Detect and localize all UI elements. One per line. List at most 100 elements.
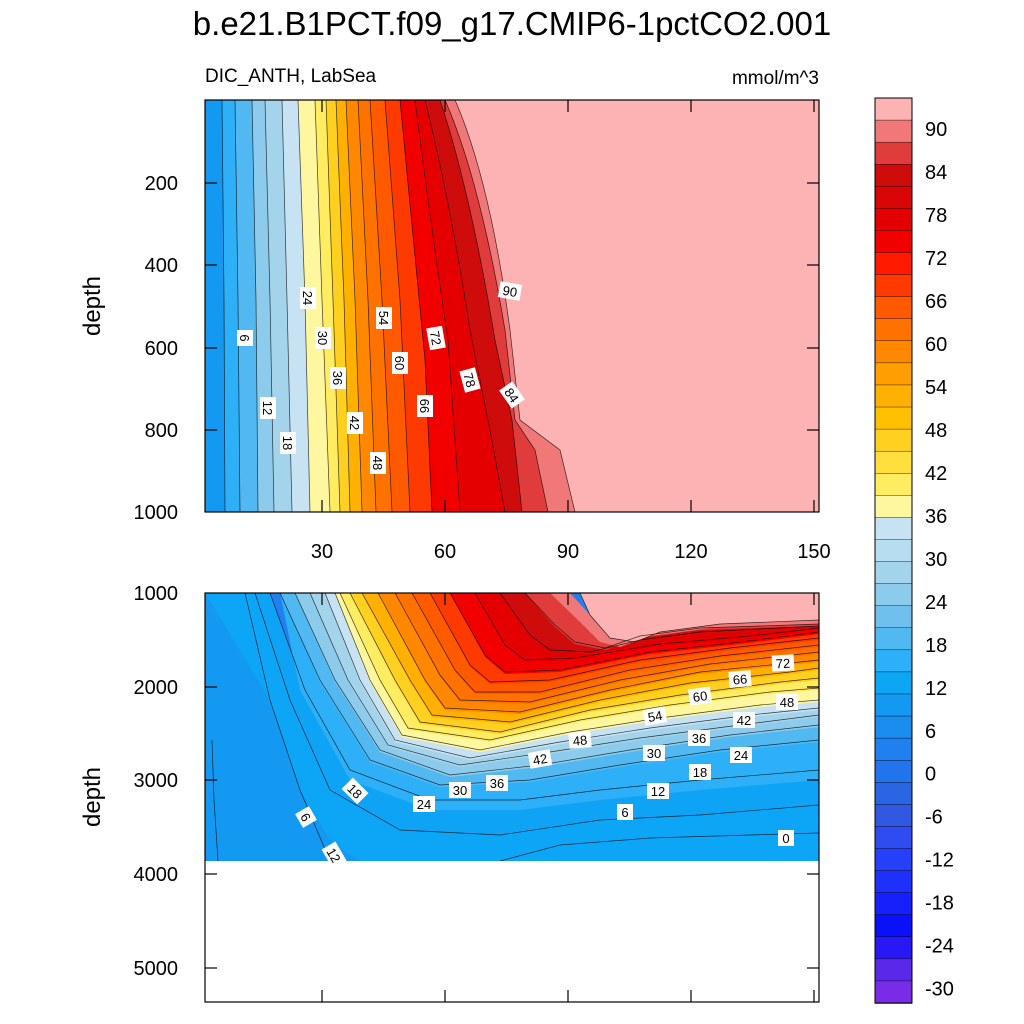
colorbar-swatch [874,296,913,320]
colorbar-label: 66 [925,291,947,313]
contour-label: 24 [417,797,431,812]
colorbar-swatch [874,605,913,629]
colorbar-swatch [874,406,913,430]
colorbar-swatch [874,870,913,894]
upper-contour-labels: 6 12 18 24 30 36 42 48 54 60 66 72 78 84… [237,281,525,474]
colorbar-label: -18 [925,893,954,915]
colorbar-label: 84 [925,162,947,184]
colorbar-label: 18 [925,635,947,657]
contour-label: 60 [392,356,407,370]
contour-label: 36 [692,731,706,746]
colorbar-swatch [874,693,913,717]
colorbar: 908478726660544842363024181260-6-12-18-2… [874,97,954,1004]
colorbar-label: 0 [925,764,936,786]
colorbar-label: 24 [925,592,947,614]
contour-label: 66 [417,399,432,413]
contour-label: 84 [501,385,522,405]
contour-label: 78 [460,371,478,389]
y-tick-label: 5000 [134,958,179,980]
colorbar-swatch [874,737,913,761]
colorbar-label: 72 [925,248,947,270]
y-tick-label: 4000 [134,864,179,886]
colorbar-swatch [874,715,913,739]
colorbar-swatch [874,230,913,254]
x-tick-label: 120 [674,541,707,563]
units-label: mmol/m^3 [732,68,819,89]
colorbar-swatch [874,804,913,828]
y-tick-label: 600 [145,338,178,360]
colorbar-swatch [874,627,913,651]
colorbar-swatch [874,848,913,872]
colorbar-swatch [874,583,913,607]
contour-label: 18 [693,765,707,780]
contour-label: 12 [260,401,275,415]
contour-label: 42 [347,416,362,430]
y-tick-label: 400 [145,255,178,277]
colorbar-swatch [874,186,913,210]
upper-y-axis-title: depth [79,276,106,336]
colorbar-label: -6 [925,807,943,829]
colorbar-swatch [874,936,913,960]
contour-label: 90 [501,283,518,300]
colorbar-swatch [874,428,913,452]
colorbar-swatch [874,252,913,276]
colorbar-label: -30 [925,979,954,1001]
colorbar-label: 30 [925,549,947,571]
contour-label: 30 [647,746,661,761]
colorbar-swatch [874,561,913,585]
y-tick-label: 2000 [134,677,179,699]
colorbar-label: 42 [925,463,947,485]
upper-panel: 6 12 18 24 30 36 42 48 54 60 66 72 78 84… [79,99,831,563]
contour-label: 6 [237,334,252,341]
colorbar-swatch [874,759,913,783]
upper-y-ticks: 200 400 600 800 1000 [134,173,179,524]
contour-label: 42 [737,713,751,728]
colorbar-label: -12 [925,850,954,872]
x-tick-label: 90 [557,541,579,563]
contour-label: 48 [370,456,385,470]
y-tick-label: 1000 [134,583,179,605]
colorbar-swatch [874,495,913,519]
contour-label: 24 [734,748,748,763]
colorbar-swatch [874,318,913,342]
colorbar-label: 36 [925,506,947,528]
colorbar-swatch [874,539,913,563]
contour-label: 36 [490,776,504,791]
contour-label: 72 [775,656,790,672]
colorbar-swatch [874,97,913,121]
colorbar-label: 90 [925,119,947,141]
lower-contour-labels: 0 6 6 12 12 18 18 24 24 30 30 36 36 42 4… [295,654,798,869]
colorbar-swatch [874,826,913,850]
contour-label: 72 [427,330,444,347]
colorbar-label: -24 [925,936,954,958]
contour-label: 54 [376,311,391,325]
contour-label: 60 [692,688,708,705]
lower-y-axis-title: depth [79,767,106,827]
contour-label: 54 [647,708,664,725]
colorbar-swatch [874,671,913,695]
contour-label: 0 [782,831,789,846]
contour-label: 6 [621,805,628,820]
contour-label: 12 [323,845,343,865]
colorbar-label: 78 [925,205,947,227]
colorbar-swatch [874,517,913,541]
colorbar-swatch [874,980,913,1004]
colorbar-swatch [874,384,913,408]
y-tick-label: 1000 [134,502,179,524]
colorbar-swatch [874,340,913,364]
colorbar-swatch [874,473,913,497]
colorbar-swatch [874,119,913,143]
y-tick-label: 3000 [134,770,179,792]
x-tick-label: 150 [797,541,830,563]
colorbar-swatch [874,782,913,806]
colorbar-label: 60 [925,334,947,356]
colorbar-swatch [874,164,913,187]
contour-label: 66 [732,671,748,687]
colorbar-swatch [874,649,913,673]
contour-label: 48 [780,695,794,710]
colorbar-swatch [874,450,913,474]
chart-title: b.e21.B1PCT.f09_g17.CMIP6-1pctCO2.001 [193,5,831,42]
contour-label: 24 [300,291,315,305]
colorbar-label: 54 [925,377,947,399]
